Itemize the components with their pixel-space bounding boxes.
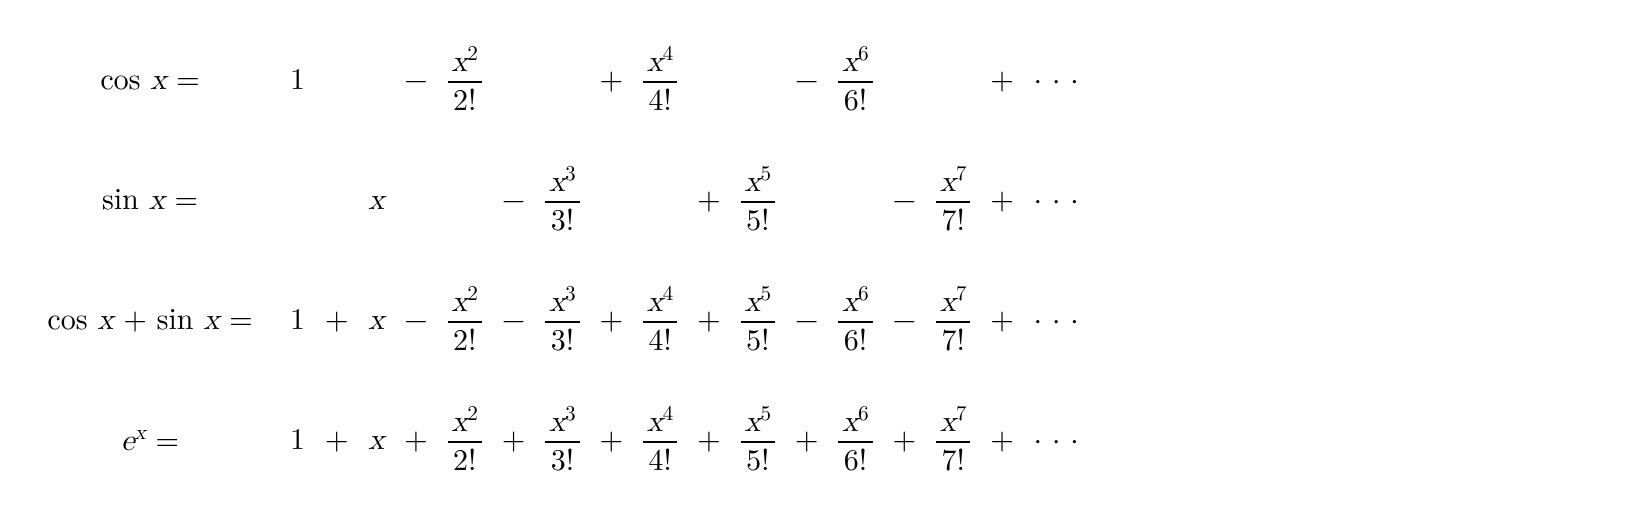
cell: x55! <box>731 260 785 380</box>
row-sin: sin x = x − x33! + x55! − x77! + · · · <box>20 140 1089 260</box>
cell: x22! <box>438 260 492 380</box>
cell <box>394 140 437 260</box>
cell: + <box>980 140 1023 260</box>
cell: x33! <box>535 260 589 380</box>
var-x: x <box>150 65 166 95</box>
label-sin: sin x = <box>20 140 280 260</box>
cell: x22! <box>438 380 492 500</box>
taylor-series-table: cos x = 1 − x22! + x44! − x66! + · · · s… <box>20 20 1089 500</box>
label-cos: cos x = <box>20 20 280 140</box>
cell: x33! <box>535 140 589 260</box>
label-exp: ex = <box>20 380 280 500</box>
cell: x <box>358 260 394 380</box>
row-cos-plus-sin: cos x + sin x = 1 + x − x22! − x33! + x4… <box>20 260 1089 380</box>
cell: x <box>358 140 394 260</box>
cell <box>687 20 730 140</box>
cell: + <box>590 260 633 380</box>
cell: x77! <box>926 140 980 260</box>
cell: − <box>785 260 828 380</box>
cell: − <box>883 140 926 260</box>
cell: · · · <box>1024 20 1089 140</box>
cell <box>492 20 535 140</box>
cell: − <box>883 260 926 380</box>
cell: − <box>394 260 437 380</box>
row-exp: ex = 1 + x + x22! + x33! + x44! + x55! +… <box>20 380 1089 500</box>
cell: − <box>492 140 535 260</box>
cell <box>315 140 358 260</box>
cell: + <box>590 380 633 500</box>
cell: x66! <box>828 380 882 500</box>
cell: + <box>980 20 1023 140</box>
cell: x44! <box>633 380 687 500</box>
cell: − <box>492 260 535 380</box>
row-cos: cos x = 1 − x22! + x44! − x66! + · · · <box>20 20 1089 140</box>
eq: = <box>176 65 199 95</box>
cell: + <box>980 380 1023 500</box>
cell: + <box>687 140 730 260</box>
cell: + <box>590 20 633 140</box>
cell <box>315 20 358 140</box>
var-x: x <box>149 185 165 215</box>
cell: x44! <box>633 20 687 140</box>
cell <box>731 20 785 140</box>
cell: 1 <box>280 380 315 500</box>
cell: x66! <box>828 260 882 380</box>
cell: + <box>883 380 926 500</box>
cell: 1 <box>280 260 315 380</box>
cell: x66! <box>828 20 882 140</box>
cell: + <box>492 380 535 500</box>
cell <box>280 140 315 260</box>
cell: + <box>315 260 358 380</box>
cell: + <box>687 260 730 380</box>
label-cos-plus-sin: cos x + sin x = <box>20 260 280 380</box>
cell <box>785 140 828 260</box>
cell: + <box>315 380 358 500</box>
cell <box>438 140 492 260</box>
cell: · · · <box>1024 140 1089 260</box>
cell: x44! <box>633 260 687 380</box>
cell: + <box>785 380 828 500</box>
fn-cos: cos <box>100 65 140 95</box>
cell <box>828 140 882 260</box>
cell <box>633 140 687 260</box>
cell: + <box>980 260 1023 380</box>
cell: x <box>358 380 394 500</box>
cell <box>926 20 980 140</box>
cell: x33! <box>535 380 589 500</box>
cell: + <box>687 380 730 500</box>
fn-sin: sin <box>102 185 139 215</box>
cell <box>535 20 589 140</box>
cell: x55! <box>731 140 785 260</box>
cell: x22! <box>438 20 492 140</box>
cell: − <box>785 20 828 140</box>
cell: · · · <box>1024 380 1089 500</box>
cell: · · · <box>1024 260 1089 380</box>
cell <box>590 140 633 260</box>
cell: x55! <box>731 380 785 500</box>
cell: x77! <box>926 260 980 380</box>
eq: = <box>175 185 198 215</box>
cell <box>358 20 394 140</box>
cell: − <box>394 20 437 140</box>
cell: + <box>394 380 437 500</box>
cell <box>883 20 926 140</box>
cell: x77! <box>926 380 980 500</box>
cell: 1 <box>280 20 315 140</box>
